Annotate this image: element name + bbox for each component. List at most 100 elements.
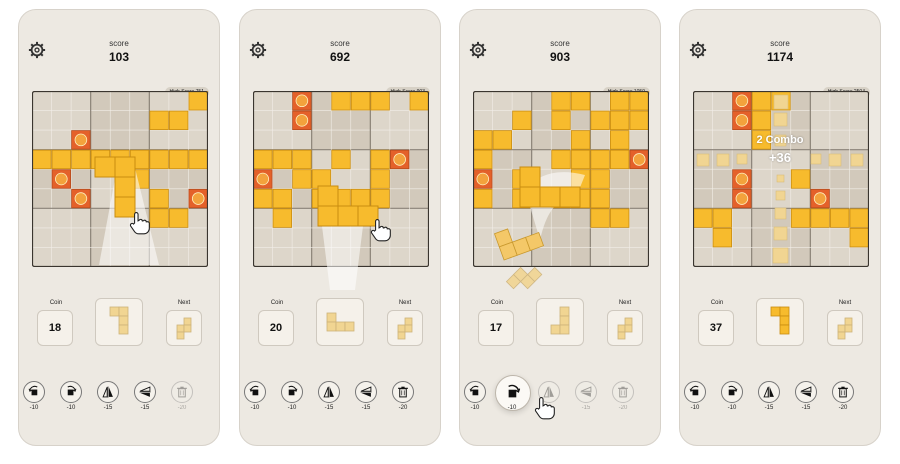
tool-cost: -20 bbox=[177, 405, 187, 411]
next-piece-slot bbox=[607, 310, 643, 346]
coin-icon bbox=[393, 153, 406, 166]
flip-horizontal-button[interactable] bbox=[538, 381, 560, 403]
next-piece-slot bbox=[387, 310, 423, 346]
hand-cursor-icon bbox=[534, 397, 555, 420]
current-piece-slot[interactable] bbox=[756, 298, 804, 346]
coin-icon bbox=[295, 114, 309, 127]
coin-label: Coin bbox=[490, 300, 504, 306]
drag-hint-icon bbox=[320, 210, 365, 290]
flip-horizontal-button[interactable] bbox=[97, 381, 119, 403]
current-piece[interactable] bbox=[96, 299, 142, 345]
tool-cost: -10 bbox=[29, 405, 39, 411]
board-block bbox=[590, 188, 610, 209]
coin-icon bbox=[735, 114, 749, 127]
current-piece-slot[interactable] bbox=[95, 298, 143, 346]
flip-horizontal-button[interactable] bbox=[318, 381, 340, 403]
tool-cost: -20 bbox=[398, 405, 408, 411]
rotate-right-icon bbox=[67, 385, 77, 396]
game-board[interactable] bbox=[253, 91, 429, 267]
flip-horizontal-icon bbox=[763, 386, 774, 398]
board-block bbox=[570, 149, 591, 170]
board-block bbox=[168, 208, 189, 228]
board-block bbox=[272, 188, 293, 209]
settings-gear-icon[interactable] bbox=[689, 41, 707, 59]
rotate-left-button[interactable] bbox=[684, 381, 706, 403]
trash-icon bbox=[838, 386, 848, 398]
powerup-toolbar: -10 -10 -15 -15 -20 bbox=[680, 381, 880, 421]
flip-vertical-icon bbox=[360, 386, 372, 397]
trash-button[interactable] bbox=[612, 381, 634, 403]
board-block bbox=[149, 110, 169, 131]
tool-cost: -10 bbox=[287, 405, 297, 411]
board-block bbox=[51, 149, 72, 170]
board-block bbox=[188, 91, 208, 111]
board-block bbox=[590, 208, 610, 228]
settings-gear-icon[interactable] bbox=[28, 41, 46, 59]
board-block bbox=[409, 91, 429, 111]
rotate-right-button[interactable] bbox=[721, 381, 743, 403]
flip-vertical-button[interactable] bbox=[355, 381, 377, 403]
rotate-left-icon bbox=[689, 385, 699, 396]
board-block bbox=[168, 149, 189, 170]
coin-counter: 37 bbox=[698, 310, 734, 346]
next-label: Next bbox=[618, 300, 632, 306]
rotate-right-button[interactable] bbox=[60, 381, 82, 403]
trash-button[interactable] bbox=[832, 381, 854, 403]
board-block bbox=[810, 208, 830, 228]
game-screen-4: score 1174 High Score 2504 2 Combo +36 C… bbox=[679, 9, 881, 446]
board-block bbox=[751, 130, 772, 150]
current-piece[interactable] bbox=[317, 299, 363, 345]
flip-vertical-button[interactable] bbox=[795, 381, 817, 403]
current-piece[interactable] bbox=[537, 299, 583, 345]
board-block bbox=[512, 110, 532, 131]
line-clear-effect bbox=[696, 94, 864, 264]
rotate-left-button[interactable] bbox=[244, 381, 266, 403]
coin-icon bbox=[813, 192, 827, 205]
tool-cost: -10 bbox=[727, 405, 737, 411]
board-block bbox=[272, 208, 293, 228]
rotating-piece bbox=[493, 228, 545, 290]
tool-cost: -20 bbox=[618, 405, 628, 411]
next-label: Next bbox=[838, 300, 852, 306]
coin-counter: 18 bbox=[37, 310, 73, 346]
rotate-left-icon bbox=[28, 385, 38, 396]
rotate-left-button[interactable] bbox=[464, 381, 486, 403]
coin-icon bbox=[735, 192, 749, 205]
flip-vertical-icon bbox=[800, 386, 812, 397]
coin-icon bbox=[74, 192, 88, 205]
flip-horizontal-icon bbox=[543, 386, 554, 398]
rotate-left-button[interactable] bbox=[23, 381, 45, 403]
next-piece bbox=[176, 317, 192, 340]
dragged-piece[interactable] bbox=[93, 155, 143, 225]
trash-icon bbox=[618, 386, 628, 398]
board-block bbox=[149, 149, 169, 170]
current-piece-slot[interactable] bbox=[536, 298, 584, 346]
dragged-piece[interactable] bbox=[316, 184, 386, 234]
trash-button[interactable] bbox=[392, 381, 414, 403]
flip-horizontal-button[interactable] bbox=[758, 381, 780, 403]
score-value: 903 bbox=[549, 50, 571, 64]
current-piece-slot[interactable] bbox=[316, 298, 364, 346]
flip-vertical-button[interactable] bbox=[575, 381, 597, 403]
dragged-piece[interactable] bbox=[518, 165, 588, 215]
rotate-right-button[interactable] bbox=[495, 375, 531, 411]
score-value: 692 bbox=[329, 50, 351, 64]
tool-cost: -15 bbox=[801, 405, 811, 411]
board-block bbox=[712, 227, 733, 248]
board-block bbox=[609, 91, 630, 111]
board-block bbox=[32, 149, 52, 170]
board-block bbox=[551, 91, 571, 111]
rotate-left-icon bbox=[249, 385, 259, 396]
current-piece[interactable] bbox=[757, 299, 803, 345]
settings-gear-icon[interactable] bbox=[249, 41, 267, 59]
tool-cost: -10 bbox=[470, 405, 480, 411]
flip-vertical-button[interactable] bbox=[134, 381, 156, 403]
next-label: Next bbox=[398, 300, 412, 306]
trash-button[interactable] bbox=[171, 381, 193, 403]
settings-gear-icon[interactable] bbox=[469, 41, 487, 59]
tool-cost: -15 bbox=[581, 405, 591, 411]
board-block bbox=[370, 169, 390, 189]
rotate-right-button[interactable] bbox=[281, 381, 303, 403]
combo-points: +36 bbox=[768, 150, 792, 165]
hand-cursor-icon bbox=[129, 212, 150, 235]
